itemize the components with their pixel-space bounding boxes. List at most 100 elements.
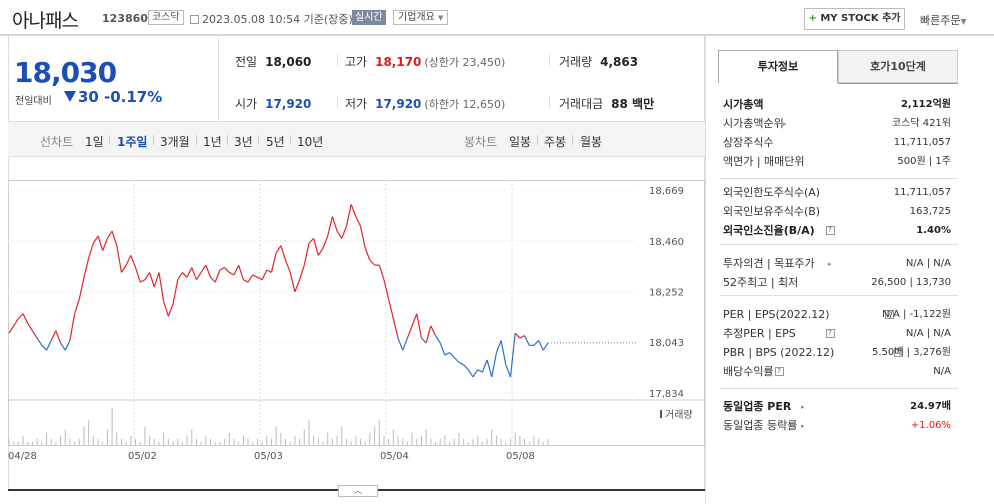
price-segment [299, 264, 305, 280]
divider [337, 54, 338, 66]
price-segment [167, 303, 174, 317]
price-segment [421, 337, 427, 344]
price-segment [336, 230, 343, 239]
candle-weekly[interactable]: 주봉 [544, 135, 567, 149]
timestamp: 2023.05.08 10:54 기준(장중) [190, 11, 353, 27]
period-1d[interactable]: 1일 [85, 135, 104, 149]
price-segment [238, 264, 244, 280]
period-3m[interactable]: 3개월 [160, 135, 190, 149]
price-segment [130, 255, 137, 268]
price-segment [364, 247, 371, 261]
price-segment [524, 335, 530, 346]
price-segment [327, 216, 333, 237]
candle-monthly[interactable]: 월봉 [580, 135, 603, 149]
price-segment [458, 361, 464, 366]
price-segment [74, 298, 80, 314]
price-segment [181, 271, 188, 278]
info-value: +1.06% [910, 420, 951, 431]
price-segment [266, 269, 272, 273]
info-label: 액면가 | 매매단위 [723, 155, 805, 168]
price-segment [139, 279, 146, 283]
stock-header: 아나패스 123860 코스닥 2023.05.08 10:54 기준(장중) … [0, 0, 994, 36]
price-segment [345, 204, 352, 227]
price-segment [411, 313, 418, 327]
current-price: 18,030 [14, 56, 117, 89]
price-segment [322, 235, 329, 249]
help-icon[interactable]: ? [774, 367, 784, 376]
price-segment [505, 364, 512, 378]
stock-name[interactable]: 아나패스 [12, 10, 79, 32]
price-segment [134, 267, 141, 283]
help-icon[interactable]: ? [825, 226, 835, 235]
info-row: 배당수익률? N/A [723, 363, 953, 381]
price-segment [120, 264, 127, 273]
price-segment [36, 337, 43, 346]
stat-open: 시가 17,920 [235, 95, 311, 112]
tab-orderbook[interactable]: 호가10단계 [838, 50, 958, 83]
info-row: 시가총액순위 ▸ 코스닥 421위 [723, 115, 953, 133]
stat-amount: 거래대금 88 백만 [559, 95, 654, 112]
mystock-add-button[interactable]: + MY STOCK 추가 [804, 8, 905, 30]
period-10y[interactable]: 10년 [297, 135, 324, 149]
price-segment [538, 340, 544, 351]
price-stats: 전일 18,060 고가 18,170 (상한가 23,450) 거래량 4,863 시… [218, 38, 705, 122]
y-tick-label: 18,043 [649, 338, 684, 349]
price-segment [111, 230, 118, 246]
price-segment [392, 318, 399, 339]
info-row: 액면가 | 매매단위 500원 | 1주 [723, 153, 953, 171]
period-5y[interactable]: 5년 [266, 135, 285, 149]
price-segment [210, 276, 216, 283]
price-segment [514, 332, 521, 339]
help-icon[interactable]: ? [885, 310, 894, 319]
chart-period-toolbar: 선차트 1일 1주일 3개월 1년 3년 5년 10년 봉차트 일봉 주봉 월봉 [8, 122, 705, 157]
quick-order-dropdown[interactable]: 빠른주문▼ [920, 12, 967, 28]
divider [549, 96, 550, 108]
info-value: N/A | N/A [905, 328, 951, 339]
expand-chart-button[interactable]: ︿ [338, 485, 378, 497]
price-segment [275, 245, 282, 254]
corp-info-dropdown[interactable]: 기업개요 ▼ [393, 10, 449, 25]
period-3y[interactable]: 3년 [234, 135, 253, 149]
change-value: 30 [78, 88, 99, 106]
arrow-right-icon[interactable]: ▸ [801, 403, 805, 411]
info-value: 500원 | 1주 [897, 156, 951, 167]
arrow-right-icon[interactable]: ▸ [801, 422, 805, 430]
price-segment [195, 272, 202, 281]
price-segment [50, 330, 57, 341]
info-label: 추정PER | EPS [723, 327, 796, 340]
help-icon[interactable]: ? [893, 348, 903, 357]
period-1w[interactable]: 1주일 [117, 135, 148, 149]
info-value: N/A [933, 366, 951, 377]
stat-label: 고가 [345, 55, 368, 69]
help-icon[interactable]: ? [825, 329, 835, 338]
price-segment [416, 313, 423, 339]
price-segment [486, 359, 493, 378]
tab-invest-info[interactable]: 투자정보 [718, 50, 838, 83]
price-segment [69, 313, 76, 341]
info-label: PER | EPS(2022.12) [723, 308, 830, 321]
arrow-right-icon[interactable]: ▸ [783, 120, 787, 128]
y-tick-label: 18,460 [649, 237, 684, 248]
info-label: 52주최고 | 최저 [723, 276, 799, 289]
period-1y[interactable]: 1년 [203, 135, 222, 149]
quick-order-label: 빠른주문 [920, 14, 961, 27]
price-segment [294, 279, 301, 293]
price-segment [313, 238, 319, 256]
y-tick-label: 17,834 [649, 389, 684, 400]
price-segment [31, 330, 38, 339]
info-row: 외국인한도주식수(A) 11,711,057 [723, 184, 953, 202]
info-row: 52주최고 | 최저 26,500 | 13,730 [723, 274, 953, 292]
price-segment [359, 226, 366, 249]
price-segment [261, 269, 268, 280]
price-segment [88, 243, 94, 259]
info-value: 24.97배 [910, 401, 951, 412]
stat-label: 거래대금 [559, 97, 604, 111]
price-segment [60, 342, 66, 351]
stat-value: 17,920 [375, 97, 422, 111]
info-label: 투자의견 | 목표주가 [723, 257, 815, 270]
candle-daily[interactable]: 일봉 [509, 135, 532, 149]
divider [720, 244, 958, 245]
arrow-right-icon[interactable]: ▸ [828, 260, 832, 268]
price-segment [8, 325, 15, 334]
price-chart[interactable]: 18,669 18,460 18,252 18,043 17,834 04/28 05/02… [8, 170, 705, 470]
